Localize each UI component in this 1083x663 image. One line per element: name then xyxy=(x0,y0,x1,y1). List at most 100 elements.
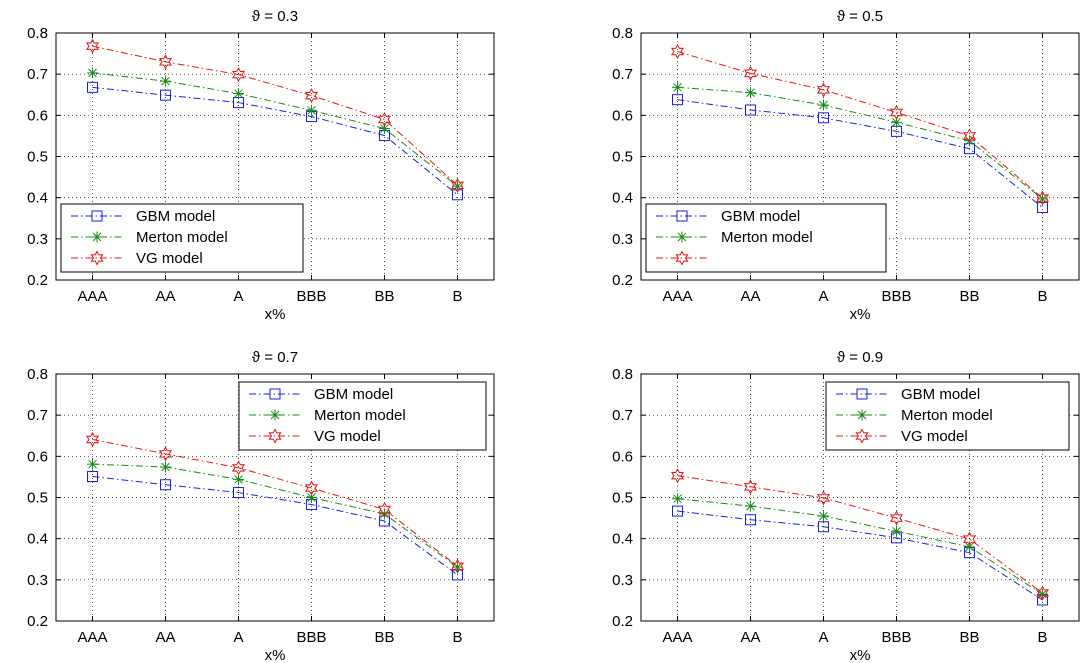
data-point-vg xyxy=(231,67,246,83)
legend-entry-label: VG model xyxy=(314,428,381,445)
y-tick-label: 0.6 xyxy=(612,107,633,124)
legend-marker-merton xyxy=(269,409,281,421)
data-point-vg xyxy=(85,431,100,448)
data-point-gbm xyxy=(87,81,98,93)
x-axis-label: x% xyxy=(265,306,286,323)
data-point-vg xyxy=(450,558,465,574)
data-point-vg xyxy=(962,531,977,547)
data-point-gbm xyxy=(818,112,829,124)
y-tick-label: 0.2 xyxy=(612,272,633,289)
legend-box xyxy=(645,203,887,273)
legend-marker-merton xyxy=(676,231,688,243)
data-point-merton xyxy=(233,473,244,485)
legend-marker-merton xyxy=(856,409,868,421)
y-tick-label: 0.2 xyxy=(27,272,48,289)
x-tick-label: BBB xyxy=(881,629,911,646)
data-point-gbm xyxy=(818,521,829,533)
y-tick-label: 0.5 xyxy=(27,149,48,166)
data-point-vg xyxy=(889,104,904,121)
y-tick-label: 0.2 xyxy=(27,613,48,630)
x-tick-label: BBB xyxy=(296,288,326,305)
legend-entry-label: GBM model xyxy=(721,208,800,225)
data-point-vg xyxy=(1035,585,1050,601)
data-point-merton xyxy=(891,525,902,537)
data-point-vg xyxy=(158,54,173,70)
legend-marker-gbm xyxy=(856,388,868,400)
data-point-merton xyxy=(964,541,975,553)
y-tick-label: 0.3 xyxy=(612,231,633,248)
data-point-vg xyxy=(889,510,904,526)
series-line-gbm xyxy=(92,476,458,576)
x-tick-label: B xyxy=(452,629,462,646)
legend-box xyxy=(60,203,304,273)
y-tick-label: 0.5 xyxy=(27,490,48,507)
y-tick-label: 0.4 xyxy=(27,531,48,548)
x-tick-label: A xyxy=(818,288,828,305)
y-tick-label: 0.7 xyxy=(27,66,48,83)
y-tick-label: 0.8 xyxy=(612,366,633,383)
data-point-gbm xyxy=(745,514,756,526)
x-tick-label: BB xyxy=(959,629,979,646)
series-line-merton xyxy=(92,72,458,187)
data-point-merton xyxy=(672,81,683,93)
legend: GBM model Merton model VG model xyxy=(60,203,304,273)
x-tick-label: AAA xyxy=(77,288,107,305)
data-point-vg xyxy=(450,177,465,193)
data-point-vg xyxy=(304,88,319,104)
data-point-vg xyxy=(670,43,685,60)
chart-title: ϑ = 0.5 xyxy=(837,8,883,25)
series-line-merton xyxy=(677,498,1043,595)
y-tick-label: 0.5 xyxy=(612,149,633,166)
legend: GBM model Merton model VG model xyxy=(238,381,487,451)
x-tick-label: AAA xyxy=(662,288,692,305)
y-tick-label: 0.3 xyxy=(27,231,48,248)
legend-marker-gbm xyxy=(269,388,281,400)
data-point-merton xyxy=(160,75,171,87)
y-tick-label: 0.4 xyxy=(612,190,633,207)
data-point-merton xyxy=(818,510,829,522)
data-point-merton xyxy=(87,67,98,79)
data-point-gbm xyxy=(233,487,244,499)
x-tick-label: AA xyxy=(155,288,175,305)
data-point-merton xyxy=(306,104,317,116)
y-tick-label: 0.6 xyxy=(27,107,48,124)
data-point-gbm xyxy=(672,505,683,517)
x-tick-label: B xyxy=(1037,629,1047,646)
data-point-vg xyxy=(377,501,392,518)
series-line-merton xyxy=(677,86,1043,200)
x-tick-label: A xyxy=(818,629,828,646)
data-point-gbm xyxy=(87,471,98,483)
y-tick-label: 0.3 xyxy=(27,572,48,589)
legend-entry-label: VG model xyxy=(136,250,203,267)
data-point-vg xyxy=(1035,190,1050,206)
legend-entry-label: Merton model xyxy=(721,229,813,246)
x-tick-label: BB xyxy=(374,288,394,305)
x-tick-label: BBB xyxy=(296,629,326,646)
x-tick-label: AAA xyxy=(77,629,107,646)
series-line-gbm xyxy=(677,510,1043,601)
series-line-vg xyxy=(92,438,458,567)
data-point-vg xyxy=(743,479,758,495)
x-tick-label: BB xyxy=(374,629,394,646)
legend-entry-label: Merton model xyxy=(314,407,406,424)
data-point-gbm xyxy=(672,94,683,106)
y-tick-label: 0.6 xyxy=(27,448,48,465)
data-point-merton xyxy=(160,461,171,473)
x-tick-label: A xyxy=(233,288,243,305)
data-point-vg xyxy=(377,111,392,128)
data-point-vg xyxy=(85,38,100,54)
data-point-gbm xyxy=(160,479,171,491)
series-line-merton xyxy=(92,463,458,568)
x-tick-label: A xyxy=(233,629,243,646)
y-tick-label: 0.3 xyxy=(612,572,633,589)
data-point-merton xyxy=(379,508,390,520)
data-point-vg xyxy=(962,128,977,144)
data-point-merton xyxy=(233,88,244,100)
series-line-vg xyxy=(92,45,458,186)
series-line-vg xyxy=(677,51,1043,199)
x-axis-label: x% xyxy=(265,647,286,663)
data-point-vg xyxy=(743,65,758,81)
data-point-merton xyxy=(745,500,756,512)
